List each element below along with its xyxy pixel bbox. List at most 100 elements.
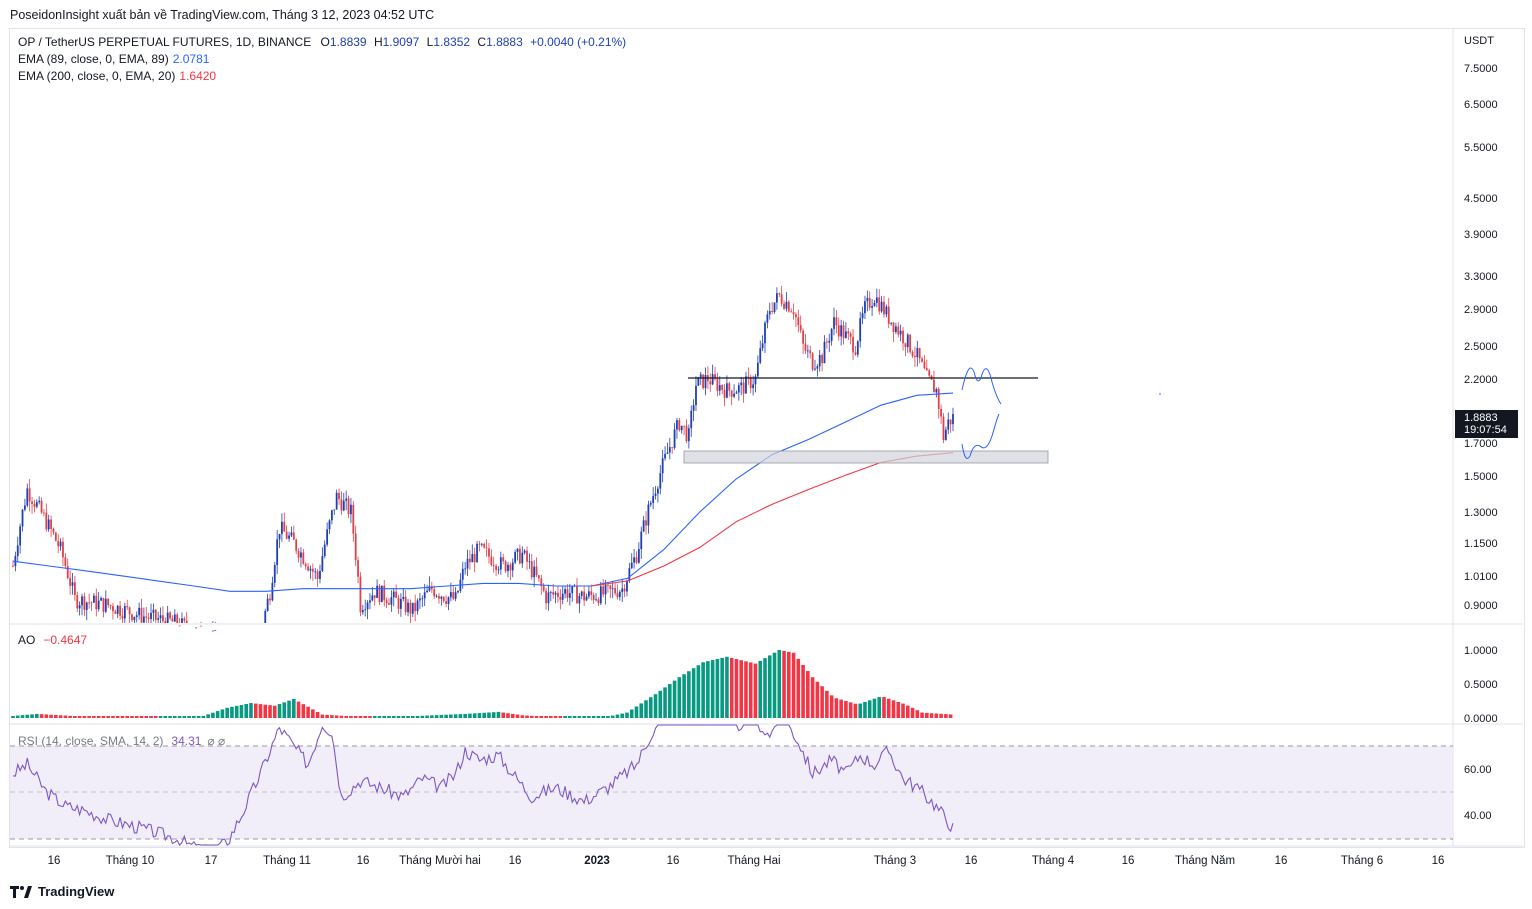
candle-body <box>561 593 564 600</box>
candle-body <box>523 550 526 553</box>
ao-bar <box>301 704 306 718</box>
candle-body <box>752 384 755 389</box>
ema200-legend[interactable]: EMA (200, close, 0, EMA, 20) 1.6420 <box>18 69 216 83</box>
candle-body <box>733 393 735 397</box>
candle-body <box>628 568 631 582</box>
time-tick-label: 16 <box>965 855 978 867</box>
rsi-tick-label: 60.00 <box>1464 764 1492 776</box>
ao-bar <box>696 665 701 718</box>
ao-bar <box>905 705 910 718</box>
candle-body <box>833 317 835 329</box>
candle-body <box>578 595 581 604</box>
candle-body <box>630 562 633 569</box>
ao-bar <box>353 716 358 718</box>
ao-bar <box>668 684 672 718</box>
ao-bar <box>73 716 77 718</box>
candle-body <box>185 620 188 623</box>
ao-bar <box>568 716 572 718</box>
symbol-legend[interactable]: OP / TetherUS PERPETUAL FUTURES, 1D, BIN… <box>18 35 626 49</box>
ao-bar <box>315 711 320 718</box>
rsi-legend[interactable]: RSI (14, close, SMA, 14, 2) 34.31 ⌀ ⌀ <box>18 734 225 748</box>
ao-legend[interactable]: AO −0.4647 <box>18 633 87 647</box>
candle-body <box>759 348 762 363</box>
ao-bar <box>391 716 396 718</box>
candle-body <box>885 306 888 315</box>
candle-body <box>102 598 105 612</box>
candle-body <box>435 595 438 597</box>
candle-body <box>659 473 662 489</box>
ao-bar <box>439 714 444 718</box>
candle-body <box>887 306 890 324</box>
candle-body <box>828 340 831 343</box>
ao-bar <box>96 716 101 718</box>
ao-bar <box>482 712 486 718</box>
candle-body <box>609 585 612 589</box>
chart-frame[interactable] <box>9 28 1525 848</box>
ao-bar <box>858 703 862 718</box>
time-tick-label: Tháng 6 <box>1341 855 1383 867</box>
candle-body <box>866 297 869 302</box>
candle-body <box>676 420 678 430</box>
ao-bar <box>872 698 877 718</box>
candle-body <box>604 584 607 595</box>
candle-body <box>288 535 290 539</box>
candle-body <box>19 526 22 546</box>
candle-body <box>766 314 769 323</box>
ao-bar <box>130 716 134 718</box>
candle-body <box>95 595 98 610</box>
rsi-value: 34.31 <box>171 734 202 748</box>
candle-body <box>652 495 655 504</box>
candle-body <box>154 609 157 620</box>
candle-body <box>947 419 950 430</box>
ao-bar <box>106 716 110 718</box>
candle-body <box>535 566 538 576</box>
candle-body <box>295 539 298 551</box>
candle-body <box>121 615 124 619</box>
ao-bar <box>615 714 620 718</box>
candle-body <box>859 318 862 342</box>
last-price-value: 1.8883 <box>1464 412 1498 424</box>
candle-body <box>642 520 645 532</box>
candle-body <box>607 584 609 586</box>
ao-bar <box>11 715 15 718</box>
ao-bar <box>920 712 924 718</box>
candle-body <box>490 556 493 565</box>
ao-bar <box>77 716 82 718</box>
ao-bar <box>63 715 68 718</box>
candle-body <box>430 586 433 590</box>
low-label: L <box>426 35 434 49</box>
ao-bar <box>596 716 601 718</box>
ema89-legend[interactable]: EMA (89, close, 0, EMA, 89) 2.0781 <box>18 52 209 66</box>
projection-bear-path[interactable] <box>961 367 1002 405</box>
ao-bar <box>863 701 867 718</box>
ao-bar <box>644 700 648 718</box>
support-zone[interactable] <box>683 450 1049 464</box>
candle-body <box>138 607 141 616</box>
candle-body <box>416 600 419 612</box>
candle-body <box>747 376 750 378</box>
candle-body <box>864 301 866 314</box>
candle-body <box>899 330 902 335</box>
ao-bar <box>763 658 767 718</box>
candle-body <box>71 582 74 586</box>
candle-body <box>449 592 452 598</box>
candle-body <box>518 548 521 564</box>
footer-brand[interactable]: TradingView <box>10 884 114 899</box>
candle-body <box>454 592 457 599</box>
candle-body <box>845 331 847 338</box>
candle-body <box>564 589 567 594</box>
candle-body <box>359 576 362 613</box>
candle-body <box>916 348 919 358</box>
candle-body <box>64 557 67 567</box>
candle-body <box>649 503 652 505</box>
ao-bar <box>639 703 644 718</box>
candle-body <box>31 501 33 505</box>
ao-bar <box>820 686 824 718</box>
projection-bull-path[interactable] <box>961 413 1000 459</box>
ao-bar <box>187 716 191 718</box>
candle-body <box>764 322 766 344</box>
ao-bar <box>934 713 939 718</box>
candle-body <box>428 586 431 591</box>
ao-bar <box>163 716 168 718</box>
